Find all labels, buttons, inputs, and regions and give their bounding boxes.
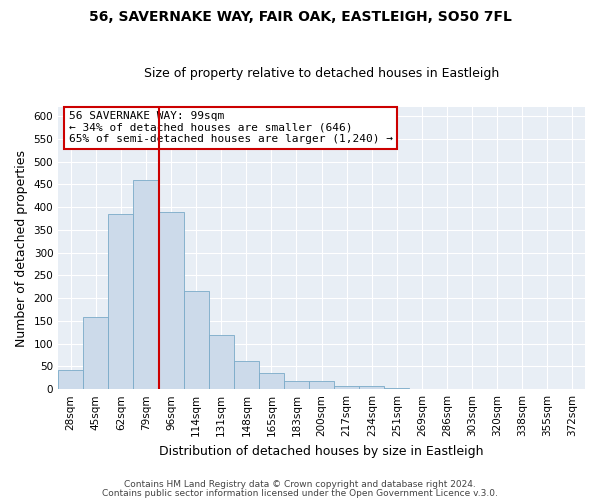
Bar [385, 388, 409, 389]
Bar [234, 361, 259, 389]
Bar [133, 180, 158, 389]
Text: 56 SAVERNAKE WAY: 99sqm
← 34% of detached houses are smaller (646)
65% of semi-d: 56 SAVERNAKE WAY: 99sqm ← 34% of detache… [69, 112, 393, 144]
X-axis label: Distribution of detached houses by size in Eastleigh: Distribution of detached houses by size … [160, 444, 484, 458]
Bar [284, 382, 309, 389]
Text: Contains public sector information licensed under the Open Government Licence v.: Contains public sector information licen… [102, 489, 498, 498]
Bar [83, 318, 109, 389]
Bar [359, 386, 385, 389]
Title: Size of property relative to detached houses in Eastleigh: Size of property relative to detached ho… [144, 66, 499, 80]
Y-axis label: Number of detached properties: Number of detached properties [15, 150, 28, 346]
Bar [259, 374, 284, 389]
Bar [109, 214, 133, 389]
Bar [309, 380, 334, 389]
Bar [184, 292, 209, 389]
Bar [58, 370, 83, 389]
Bar [158, 212, 184, 389]
Text: 56, SAVERNAKE WAY, FAIR OAK, EASTLEIGH, SO50 7FL: 56, SAVERNAKE WAY, FAIR OAK, EASTLEIGH, … [89, 10, 511, 24]
Bar [209, 334, 234, 389]
Text: Contains HM Land Registry data © Crown copyright and database right 2024.: Contains HM Land Registry data © Crown c… [124, 480, 476, 489]
Bar [334, 386, 359, 389]
